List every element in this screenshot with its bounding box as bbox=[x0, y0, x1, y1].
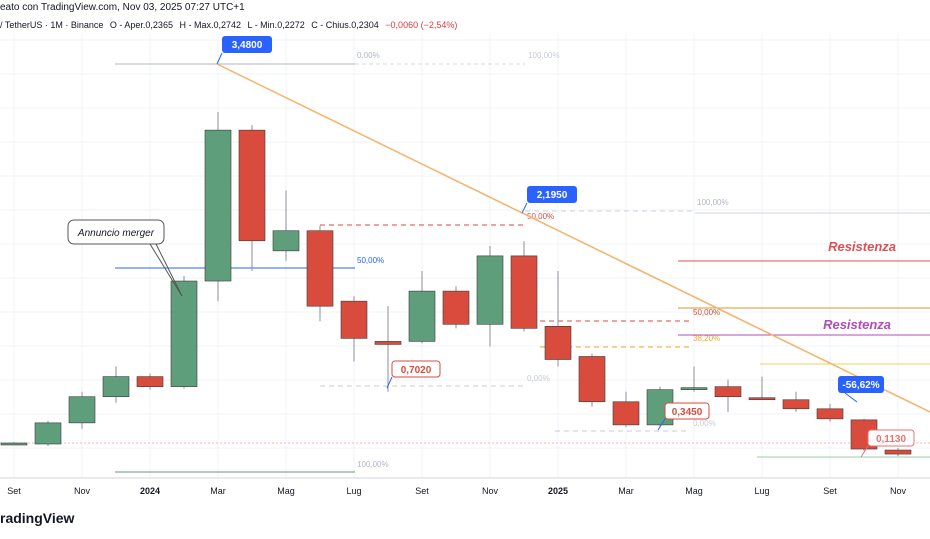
merger-callout-line bbox=[149, 243, 183, 297]
open-value: O - Aper.0,2365 bbox=[109, 20, 173, 30]
candle-body bbox=[714, 386, 742, 398]
low-value: L - Min.0,2272 bbox=[247, 20, 305, 30]
label-price-high: 3,4800 bbox=[232, 40, 263, 51]
fib-a-50-label: 50,00% bbox=[357, 256, 384, 265]
grid bbox=[0, 34, 930, 479]
candle-body bbox=[680, 387, 708, 390]
candle-body bbox=[340, 300, 368, 339]
resistance-label-1: Resistenza bbox=[828, 239, 896, 254]
candle-body bbox=[612, 401, 640, 426]
high-value: H - Max.0,2742 bbox=[179, 20, 241, 30]
chart-header: eato con TradingView.com, Nov 03, 2025 0… bbox=[0, 0, 930, 34]
x-axis-tick: Nov bbox=[481, 486, 499, 496]
candle-body bbox=[578, 356, 606, 403]
label-price-low-2-bg bbox=[664, 402, 710, 420]
candle-body bbox=[544, 326, 572, 360]
x-axis-tick: Set bbox=[7, 486, 21, 496]
label-price-last: 0,1130 bbox=[876, 434, 906, 445]
candle-body bbox=[102, 376, 130, 398]
fib-c-38-label: 38,20% bbox=[693, 334, 720, 343]
x-axis: Set Nov 2024 Mar Mag Lug Set Nov 2025 Mar Mag Lug Se… bbox=[0, 480, 930, 500]
x-axis-tick: Mar bbox=[618, 486, 634, 496]
candle-body bbox=[816, 408, 844, 420]
price-chart[interactable]: 0,00% 100,00% 50,00% 100,00% 50,00% 100,00% 0,… bbox=[0, 0, 930, 480]
label-price-high-pointer bbox=[216, 52, 223, 65]
candle-body bbox=[136, 376, 164, 387]
fib-b-0-label: 0,00% bbox=[527, 374, 550, 383]
symbol-label: / TetherUS · 1M · Binance bbox=[0, 20, 104, 30]
tradingview-logo: radingView bbox=[0, 510, 75, 526]
fib-c-0-label: 0,00% bbox=[693, 419, 716, 428]
candle-body bbox=[34, 422, 62, 445]
header-ohlc: / TetherUS · 1M · Binance O - Aper.0,236… bbox=[0, 20, 461, 30]
candle-body bbox=[748, 397, 776, 401]
fib-levels: 0,00% 100,00% 50,00% 100,00% 50,00% 100,00% 0,… bbox=[0, 51, 930, 473]
x-axis-tick: 2025 bbox=[547, 486, 569, 496]
label-pct-drop-bg bbox=[838, 376, 884, 393]
candle-body bbox=[476, 255, 504, 325]
x-axis-tick: Nov bbox=[73, 486, 91, 496]
label-price-low-1-pointer bbox=[386, 376, 393, 389]
candle-body bbox=[442, 290, 470, 325]
x-axis-tick: Lug bbox=[754, 486, 770, 496]
merger-callout-text: Annuncio merger bbox=[77, 228, 155, 239]
x-axis-tick: Nov bbox=[889, 486, 907, 496]
drawings: Annuncio merger 3,4800 2,1950 0,7020 0,3450 -… bbox=[67, 36, 930, 458]
x-axis-tick: Mag bbox=[685, 486, 703, 496]
label-price-mid-high: 2,1950 bbox=[537, 190, 568, 201]
merger-callout-box bbox=[67, 219, 165, 245]
merger-callout-line bbox=[155, 243, 183, 297]
label-price-low-2: 0,3450 bbox=[672, 407, 703, 418]
fib-a-100-bottom-label: 100,00% bbox=[357, 460, 389, 469]
candle-body bbox=[0, 442, 28, 446]
x-axis-tick: Set bbox=[415, 486, 429, 496]
candle-body bbox=[408, 290, 436, 342]
candle-body bbox=[204, 129, 232, 282]
label-price-last-bg bbox=[867, 429, 915, 447]
label-price-high-bg bbox=[222, 36, 272, 53]
candle-body bbox=[884, 449, 912, 455]
label-price-low-1: 0,7020 bbox=[401, 365, 432, 376]
x-axis-tick: Set bbox=[823, 486, 837, 496]
candle-body bbox=[238, 129, 266, 242]
close-value: C - Chius.0,2304 bbox=[311, 20, 379, 30]
resistance-label-2: Resistenza bbox=[823, 317, 891, 332]
candle-body bbox=[306, 230, 334, 307]
fib-a-100-label: 100,00% bbox=[528, 51, 560, 60]
label-price-low-1-bg bbox=[391, 360, 441, 378]
header-source: eato con TradingView.com, Nov 03, 2025 0… bbox=[0, 2, 245, 13]
fib-a-0-label: 0,00% bbox=[357, 51, 380, 60]
candle-body bbox=[510, 255, 538, 329]
label-pct-drop-pointer bbox=[844, 392, 858, 403]
candle-body bbox=[782, 399, 810, 410]
label-price-last-pointer bbox=[860, 445, 869, 458]
label-price-mid-high-pointer bbox=[521, 202, 528, 214]
x-axis-tick: Mag bbox=[277, 486, 295, 496]
fib-c-50-label: 50,00% bbox=[693, 308, 720, 317]
candle-body bbox=[68, 396, 96, 424]
label-price-mid-high-bg bbox=[527, 186, 577, 203]
x-axis-tick: 2024 bbox=[139, 486, 161, 496]
x-axis-tick: Lug bbox=[346, 486, 362, 496]
candle-body bbox=[272, 230, 300, 252]
label-price-low-2-pointer bbox=[657, 418, 666, 431]
fib-b-100-label: 100,00% bbox=[697, 198, 729, 207]
candles bbox=[0, 112, 912, 457]
fib-b-50-label: 50,00% bbox=[527, 212, 554, 221]
label-pct-drop: -56,62% bbox=[842, 380, 879, 391]
change-value: −0,0060 (−2,54%) bbox=[385, 20, 458, 30]
candle-body bbox=[170, 280, 198, 387]
x-axis-tick: Mar bbox=[210, 486, 226, 496]
candle-body bbox=[374, 341, 402, 345]
trendline bbox=[216, 63, 930, 413]
